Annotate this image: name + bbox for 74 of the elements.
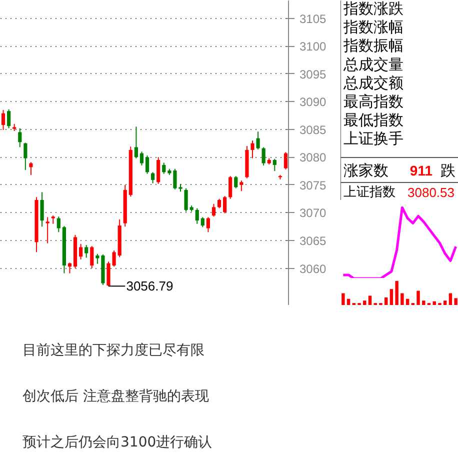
candlestick: [184, 188, 188, 212]
bar: [395, 280, 398, 305]
bar: [406, 298, 410, 305]
candlestick: [156, 156, 160, 184]
candlestick: [284, 152, 288, 170]
text: 911: [410, 162, 433, 178]
candlestick: [228, 176, 232, 200]
candlestick: [250, 140, 254, 159]
candlestick: [272, 158, 276, 172]
text: 指数涨跌: [342, 0, 404, 18]
candlestick: [134, 126, 138, 159]
y-tick-label: 3085: [300, 122, 327, 137]
candlestick: [217, 198, 222, 209]
candlestick: [29, 162, 33, 176]
y-tick-label: 3095: [300, 67, 327, 82]
candlestick: [24, 142, 28, 170]
text: 涨家数: [344, 162, 388, 180]
text: 最低指数: [344, 111, 404, 130]
text: 指数涨幅: [342, 18, 404, 36]
text: 总成交额: [342, 74, 404, 92]
candlestick: [212, 203, 216, 218]
bar: [416, 290, 420, 305]
candlestick: [40, 192, 44, 228]
candlestick: [200, 216, 204, 228]
candlestick: [234, 176, 238, 189]
text: 预计之后仍会向3100进行确认: [22, 434, 212, 450]
candlestick: [1, 109, 6, 130]
candlestick: [56, 216, 60, 233]
candlestick: [151, 172, 155, 184]
bar: [384, 297, 388, 305]
bar: [342, 293, 345, 305]
bar: [368, 296, 372, 305]
bar: [422, 300, 426, 305]
candlestick: [90, 246, 94, 269]
bar: [390, 289, 394, 305]
y-tick-label: 3075: [300, 178, 327, 192]
bar: [346, 298, 350, 305]
y-tick-label: 3065: [300, 234, 327, 248]
text: 指数振幅: [342, 36, 404, 55]
candlestick: [195, 208, 199, 224]
candlestick: [262, 146, 266, 166]
y-tick-label: 3070: [300, 206, 327, 220]
bar: [448, 293, 452, 305]
candlestick: [240, 180, 244, 192]
candlestick: [79, 243, 83, 260]
bar: [443, 300, 447, 305]
candlestick: [7, 108, 11, 129]
text: 3080.53: [408, 185, 455, 200]
y-tick-label: 3090: [300, 95, 327, 110]
y-tick-label: 3060: [300, 262, 327, 276]
candlestick: [256, 131, 260, 150]
bar: [363, 300, 366, 305]
candlestick: [46, 216, 50, 244]
annotation: 3056.79: [126, 278, 174, 294]
candlestick: [206, 216, 210, 233]
bar: [400, 293, 404, 305]
candlestick: [140, 151, 144, 166]
candlestick: [18, 128, 22, 148]
text: 跌: [440, 162, 456, 180]
text: 创次低后 注意盘整背驰的表现: [22, 388, 209, 404]
text: 总成交量: [342, 55, 404, 74]
text: 目前这里的下探力度已尽有限: [22, 342, 204, 358]
y-tick-label: 3080: [300, 150, 327, 165]
y-tick-label: 3105: [300, 12, 327, 26]
text: 上证换手: [344, 130, 404, 148]
y-tick-label: 3100: [300, 40, 327, 54]
candlestick: [162, 162, 166, 174]
candlestick: [145, 155, 150, 174]
text: 最高指数: [344, 92, 404, 110]
candlestick: [223, 196, 227, 214]
text: 上证指数: [344, 185, 396, 200]
bar: [454, 298, 458, 305]
candlestick: [84, 244, 88, 258]
candlestick: [96, 253, 100, 264]
